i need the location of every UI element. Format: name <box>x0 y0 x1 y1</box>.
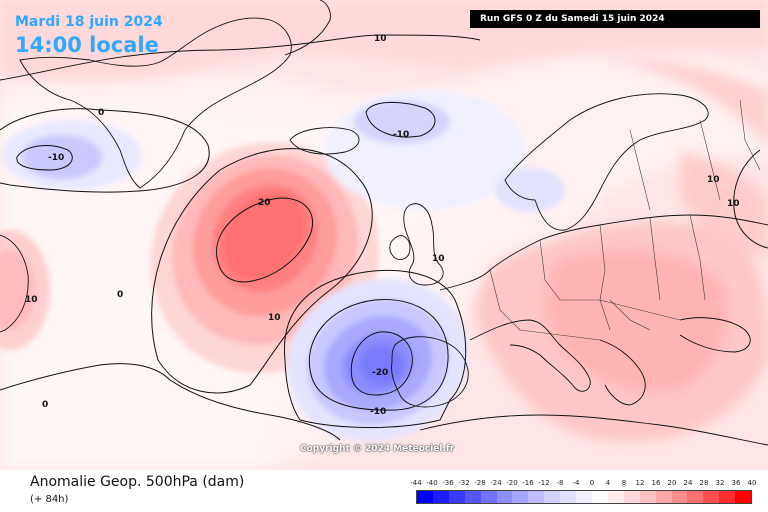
contour-lines <box>0 34 768 441</box>
legend-label: -12 <box>538 479 550 487</box>
legend-label: 0 <box>589 479 595 487</box>
legend-swatch <box>560 491 577 503</box>
legend-label: 24 <box>683 479 693 487</box>
legend-swatch <box>655 491 672 503</box>
legend-label: -36 <box>442 479 454 487</box>
legend-swatch <box>528 491 545 503</box>
contour-label-group: -10 0 -10 20 10 10 0 -20 -10 10 10 10 0 … <box>25 34 740 417</box>
legend-label: 28 <box>699 479 709 487</box>
legend-swatch <box>639 491 656 503</box>
country-borders <box>489 99 761 341</box>
legend-label: -16 <box>522 479 534 487</box>
legend-label: -4 <box>572 479 580 487</box>
contour-label: 0 <box>98 108 104 118</box>
contour-label: 10 <box>432 254 445 264</box>
contour-label: 0 <box>117 290 123 300</box>
forecast-time: 14:00 locale <box>15 33 159 57</box>
contour-label: 20 <box>258 198 271 208</box>
contour-label: 10 <box>25 295 38 305</box>
legend-label: -44 <box>410 479 422 487</box>
legend-label: 36 <box>731 479 741 487</box>
model-run-banner: Run GFS 0 Z du Samedi 15 juin 2024 <box>470 10 760 28</box>
legend-label: 16 <box>651 479 661 487</box>
legend-swatch <box>703 491 720 503</box>
legend-swatch <box>512 491 529 503</box>
legend-swatch <box>671 491 688 503</box>
legend-label: -24 <box>490 479 502 487</box>
legend-label: -28 <box>474 479 486 487</box>
lead-time: (+ 84h) <box>30 494 69 505</box>
field-name: Anomalie Geop. 500hPa (dam) <box>30 474 245 490</box>
legend-swatch <box>607 491 624 503</box>
legend-swatch <box>448 491 465 503</box>
contour-label: 10 <box>374 34 387 44</box>
contour-label: 0 <box>42 400 48 410</box>
negative-anomaly-north-atlantic <box>325 90 565 212</box>
legend-swatch <box>496 491 513 503</box>
legend-label: 4 <box>605 479 611 487</box>
legend-label: -8 <box>556 479 564 487</box>
legend-swatch <box>735 491 752 503</box>
legend-swatch <box>591 491 608 503</box>
legend-label: 12 <box>635 479 645 487</box>
contour-label: 10 <box>707 175 720 185</box>
contour-label: 10 <box>268 313 281 323</box>
legend-label: 20 <box>667 479 677 487</box>
contour-label: -10 <box>48 153 64 163</box>
legend-label: -40 <box>426 479 438 487</box>
legend-swatch <box>623 491 640 503</box>
legend-label: -32 <box>458 479 470 487</box>
legend-swatch <box>464 491 481 503</box>
legend-scale-labels: -44 -40 -36 -32 -28 -24 -20 -16 -12 -8 -4 0 4 8 12 16 20… <box>410 479 756 489</box>
forecast-date: Mardi 18 juin 2024 <box>15 14 163 30</box>
legend-swatch <box>576 491 592 503</box>
positive-anomaly-west <box>0 230 50 350</box>
legend-swatch <box>417 491 433 503</box>
legend-swatch <box>480 491 497 503</box>
coastlines <box>0 0 768 446</box>
legend-label: 8 <box>621 479 627 487</box>
contour-label: -10 <box>393 130 409 140</box>
anomaly-map: -10 0 -10 20 10 10 0 -20 -10 10 10 10 0 … <box>0 0 768 470</box>
legend-label: -20 <box>506 479 518 487</box>
contour-label: -20 <box>372 368 388 378</box>
contour-label: -10 <box>370 407 386 417</box>
legend-swatch <box>432 491 449 503</box>
legend-swatch <box>544 491 561 503</box>
legend-label: 40 <box>747 479 757 487</box>
legend-swatch <box>687 491 704 503</box>
contour-label: 10 <box>727 199 740 209</box>
legend-color-bar <box>416 490 752 504</box>
copyright-text: Copyright © 2024 Meteociel.fr <box>300 444 455 454</box>
legend-label: 32 <box>715 479 725 487</box>
legend-swatch <box>719 491 736 503</box>
